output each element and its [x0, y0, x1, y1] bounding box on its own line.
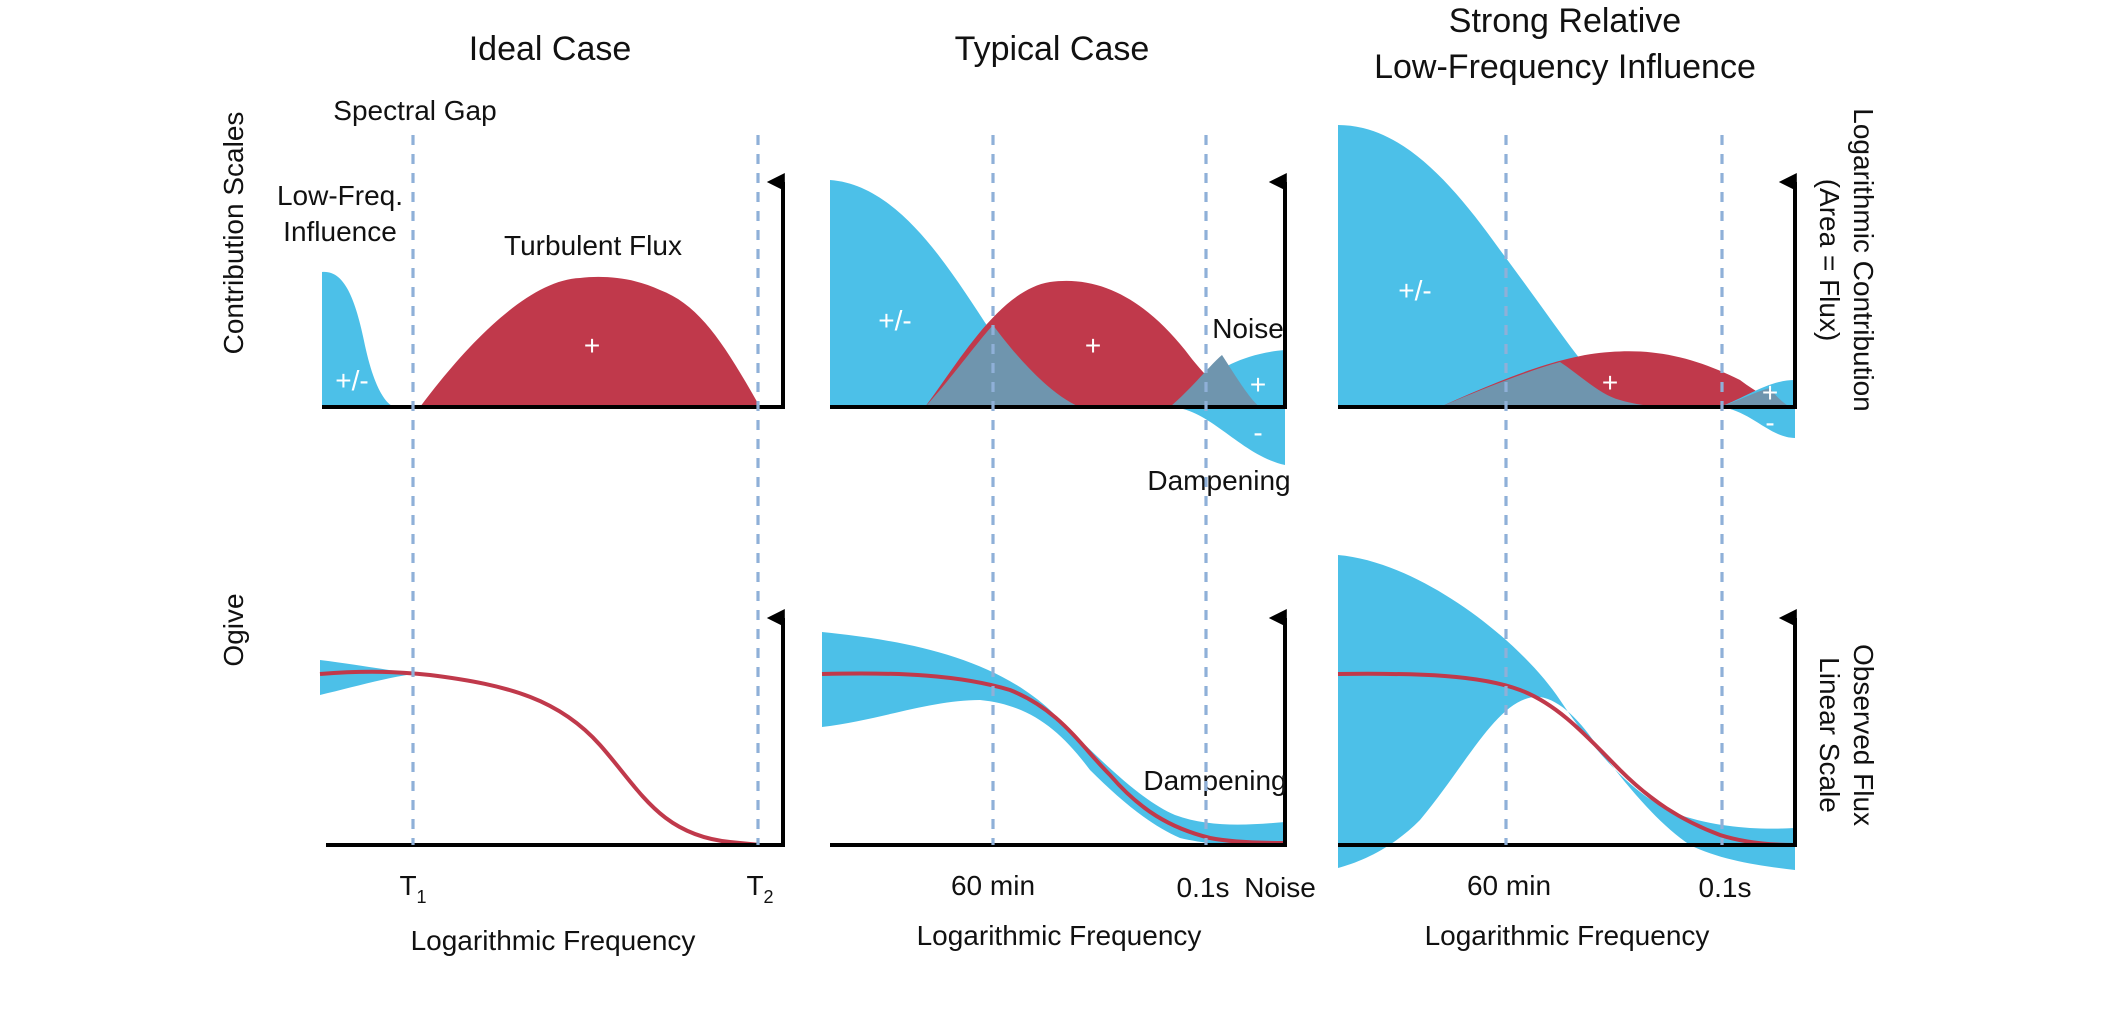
panel-ideal: Ideal Case Spectral Gap Low-Freq. Influe…	[277, 30, 785, 956]
strong-noise-sign: +	[1762, 377, 1778, 408]
panel-strong: Strong Relative Low-Frequency Influence …	[1337, 2, 1797, 951]
strong-dampening-blue-area	[1720, 407, 1795, 438]
turbulent-flux-red-area	[420, 276, 760, 407]
ideal-bottom-axes	[326, 609, 785, 847]
strong-top-axes	[1338, 173, 1797, 409]
strong-ogive-red-line	[1337, 671, 1796, 847]
strong-overlap-left	[1440, 362, 1670, 407]
typical-dampening-bottom-label: Dampening	[1143, 765, 1286, 796]
tick-t2-subscript: 2	[764, 887, 774, 907]
ideal-xlabel: Logarithmic Frequency	[411, 925, 696, 956]
low-freq-blue-area	[322, 271, 395, 407]
strong-ogive-blue-band	[1338, 555, 1795, 870]
typical-ogive-blue-band	[822, 632, 1285, 847]
tick-t1-subscript: 1	[417, 887, 427, 907]
ideal-ogive-red-line	[319, 669, 761, 847]
strong-overlap-right	[1720, 388, 1790, 407]
typical-ogive-red-line	[821, 671, 1286, 845]
panel-strong-title-line2: Low-Frequency Influence	[1374, 48, 1756, 86]
tick-t1: T1	[399, 870, 426, 907]
typical-bottom-axes	[830, 609, 1287, 847]
typical-tick-01s: 0.1s	[1177, 872, 1230, 903]
right-label-log-contribution: Logarithmic Contribution	[1848, 108, 1879, 412]
left-label-ogive: Ogive	[218, 593, 249, 666]
ideal-top-axes	[322, 173, 785, 409]
spectral-gap-label: Spectral Gap	[333, 95, 496, 126]
panel-typical-title: Typical Case	[955, 30, 1150, 68]
typical-low-freq-blue-area	[830, 180, 1080, 407]
low-freq-label-line1: Low-Freq.	[277, 180, 403, 211]
ideal-ogive-blue-band	[320, 660, 413, 695]
typical-noise-sign: +	[1250, 369, 1266, 400]
typical-dampening-blue-area	[1170, 407, 1285, 465]
typical-dampening-top-label: Dampening	[1147, 465, 1290, 496]
strong-low-sign: +/-	[1398, 275, 1431, 306]
typical-xlabel: Logarithmic Frequency	[917, 920, 1202, 951]
strong-low-freq-blue-area	[1338, 125, 1670, 407]
typical-tick-noise: Noise	[1244, 872, 1316, 903]
typical-damp-sign: -	[1253, 417, 1262, 448]
left-label-contribution-scales: Contribution Scales	[218, 112, 249, 355]
panel-ideal-title: Ideal Case	[469, 30, 632, 68]
typical-overlap-right	[1170, 355, 1260, 407]
panel-typical: Typical Case +/- + + - Noise Dampening D…	[821, 30, 1316, 951]
strong-damp-sign: -	[1765, 407, 1774, 438]
ideal-low-sign: +/-	[335, 365, 368, 396]
strong-xlabel: Logarithmic Frequency	[1425, 920, 1710, 951]
panel-strong-title-line1: Strong Relative	[1449, 2, 1681, 40]
strong-tick-01s: 0.1s	[1699, 872, 1752, 903]
tick-t2: T2	[746, 870, 773, 907]
right-label-area-flux: (Area = Flux)	[1814, 179, 1845, 342]
strong-bottom-axes	[1338, 609, 1797, 847]
typical-tick-60min: 60 min	[951, 870, 1035, 901]
typical-overlap-left	[925, 325, 1080, 407]
typical-flux-sign: +	[1085, 330, 1101, 361]
right-label-observed-flux: Observed Flux	[1848, 644, 1879, 826]
strong-flux-sign: +	[1602, 367, 1618, 398]
ideal-flux-sign: +	[584, 330, 600, 361]
right-label-linear-scale: Linear Scale	[1814, 657, 1845, 813]
typical-low-sign: +/-	[878, 305, 911, 336]
typical-top-axes	[830, 173, 1287, 409]
turbulent-flux-label: Turbulent Flux	[504, 230, 682, 261]
typical-noise-label: Noise	[1212, 313, 1284, 344]
strong-tick-60min: 60 min	[1467, 870, 1551, 901]
low-freq-label-line2: Influence	[283, 216, 397, 247]
